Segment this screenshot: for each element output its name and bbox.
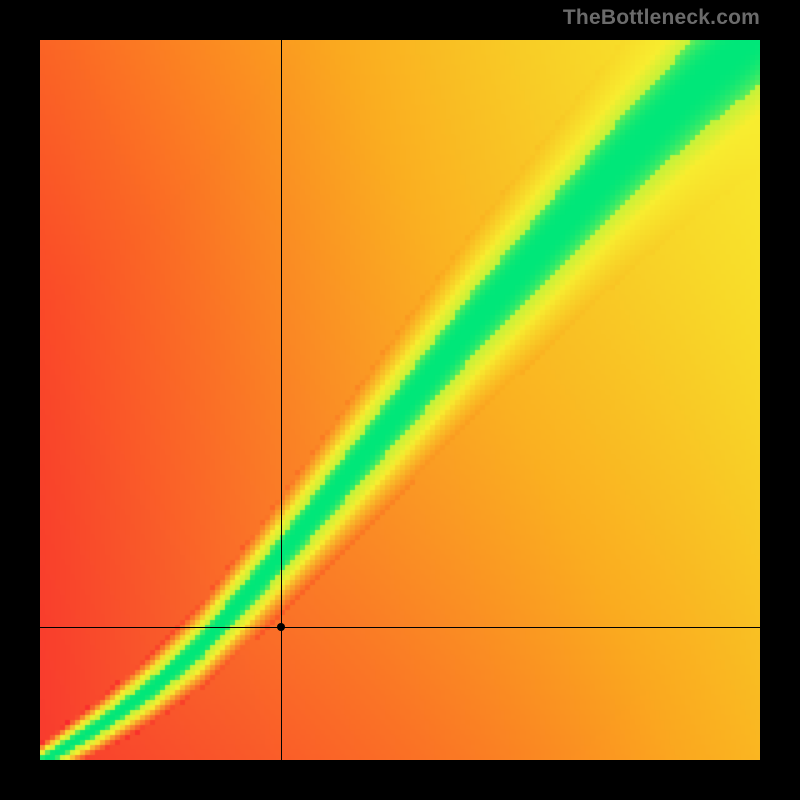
- bottleneck-heatmap: [40, 40, 760, 760]
- crosshair-vertical: [281, 40, 282, 760]
- watermark-text: TheBottleneck.com: [563, 6, 760, 30]
- crosshair-dot: [277, 623, 285, 631]
- crosshair-horizontal: [40, 627, 760, 628]
